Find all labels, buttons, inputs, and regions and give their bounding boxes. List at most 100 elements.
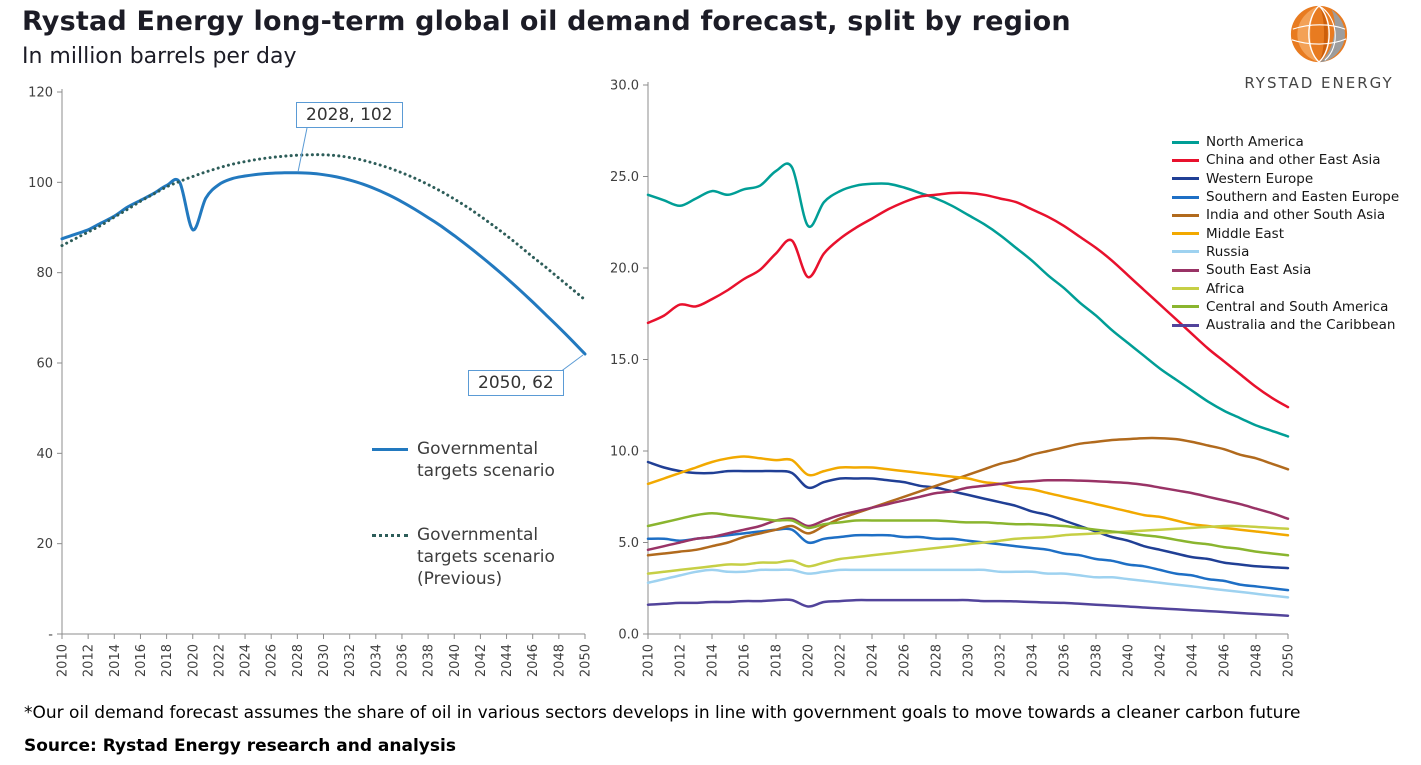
legend-swatch (1172, 177, 1199, 181)
legend-label: Governmental targets scenario (Previous) (417, 525, 555, 589)
legend-label: China and other East Asia (1206, 152, 1381, 169)
series-line-russia (646, 568, 1290, 599)
page-subtitle: In million barrels per day (22, 44, 297, 69)
legend-label: India and other South Asia (1206, 207, 1386, 224)
legend-swatch (1172, 323, 1199, 327)
series-line-governmental-targets-scenario-previous- (60, 153, 587, 302)
legend-label: Africa (1206, 280, 1245, 297)
x-tick-label: 2010 (642, 644, 657, 677)
y-tick-label: 0.0 (618, 628, 639, 643)
footnote: *Our oil demand forecast assumes the sha… (24, 703, 1301, 723)
x-tick-label: 2038 (422, 644, 437, 677)
x-tick-label: 2046 (1218, 644, 1233, 677)
legend-label: Australia and the Caribbean (1206, 317, 1396, 334)
y-tick-label: 20.0 (610, 262, 639, 277)
legend-item: India and other South Asia (1172, 206, 1399, 224)
annotation-2050-callout: 2050, 62 (468, 370, 564, 396)
source-line: Source: Rystad Energy research and analy… (24, 736, 456, 756)
x-tick-label: 2026 (265, 644, 280, 677)
series-line-china-and-other-east-asia (646, 191, 1290, 409)
series-line-africa (646, 524, 1290, 575)
y-tick-label: 10.0 (610, 445, 639, 460)
legend-item: Australia and the Caribbean (1172, 316, 1399, 334)
x-tick-label: 2022 (834, 644, 849, 677)
x-tick-label: 2020 (802, 644, 817, 677)
legend-item: Western Europe (1172, 170, 1399, 188)
legend-swatch (1172, 232, 1199, 236)
series-line-north-america (646, 162, 1290, 438)
x-tick-label: 2036 (1058, 644, 1073, 677)
x-tick-label: 2016 (134, 644, 149, 677)
series-line-australia-and-the-caribbean (646, 598, 1290, 617)
logo-text: RYSTAD ENERGY (1244, 74, 1394, 92)
x-tick-label: 2044 (500, 644, 515, 677)
x-tick-label: 2024 (866, 644, 881, 677)
x-tick-label: 2024 (239, 644, 254, 677)
x-tick-label: 2022 (212, 644, 227, 677)
rystad-logo: RYSTAD ENERGY (1231, 3, 1407, 92)
y-tick-label: 15.0 (610, 353, 639, 368)
callout-leader-line (297, 127, 308, 173)
x-tick-label: 2042 (1154, 644, 1169, 677)
x-tick-label: 2020 (186, 644, 201, 677)
y-tick-label: 40 (36, 447, 53, 462)
x-tick-label: 2012 (674, 644, 689, 677)
x-tick-label: 2036 (395, 644, 410, 677)
y-tick-label: 30.0 (610, 79, 639, 94)
y-tick-label: 80 (36, 266, 53, 281)
legend-item: Middle East (1172, 224, 1399, 242)
x-tick-label: 2040 (1122, 644, 1137, 677)
series-line-western-europe (646, 460, 1290, 570)
x-tick-label: 2048 (1250, 644, 1265, 677)
legend-label: Central and South America (1206, 298, 1389, 315)
legend-label: Western Europe (1206, 170, 1314, 187)
y-tick-label: 120 (28, 86, 53, 101)
series-line-south-east-asia (646, 478, 1290, 552)
x-tick-label: 2038 (1090, 644, 1105, 677)
x-tick-label: 2040 (448, 644, 463, 677)
legend-swatch (372, 448, 408, 451)
y-tick-label: 60 (36, 357, 53, 372)
legend-swatch (1172, 213, 1199, 217)
right-chart-legend: North America China and other East Asia We… (1172, 133, 1399, 334)
series-line-middle-east (646, 455, 1290, 537)
series-line-india-and-other-south-asia (646, 436, 1290, 557)
annotation-peak-callout: 2028, 102 (296, 102, 403, 128)
x-tick-label: 2014 (706, 644, 721, 677)
rystad-globe-icon (1290, 5, 1348, 63)
legend-swatch (1172, 268, 1199, 272)
x-tick-label: 2016 (738, 644, 753, 677)
legend-swatch (372, 534, 408, 537)
x-tick-label: 2042 (474, 644, 489, 677)
x-tick-label: 2028 (930, 644, 945, 677)
x-tick-label: 2012 (82, 644, 97, 677)
legend-label: South East Asia (1206, 262, 1312, 279)
x-tick-label: 2044 (1186, 644, 1201, 677)
legend-label: North America (1206, 134, 1304, 151)
regional-demand-chart: 0.0 5.0 10.0 15.0 20.0 25.0 30.0 2010 2012 2014 20… (610, 79, 1297, 678)
x-tick-label: 2010 (56, 644, 71, 677)
y-tick-label: 25.0 (610, 170, 639, 185)
x-tick-label: 2028 (291, 644, 306, 677)
x-tick-label: 2034 (1026, 644, 1041, 677)
legend-swatch (1172, 140, 1199, 144)
legend-label: Governmental targets scenario (417, 439, 555, 481)
y-tick-label: 5.0 (618, 536, 639, 551)
y-tick-label: - (48, 628, 53, 643)
x-tick-label: 2014 (108, 644, 123, 677)
legend-swatch (1172, 305, 1199, 309)
legend-label: Middle East (1206, 225, 1285, 242)
legend-swatch (1172, 195, 1199, 199)
x-tick-label: 2032 (343, 644, 358, 677)
legend-item: Southern and Easten Europe (1172, 188, 1399, 206)
legend-swatch (1172, 250, 1199, 254)
x-tick-label: 2050 (579, 644, 594, 677)
x-tick-label: 2030 (962, 644, 977, 677)
x-tick-label: 2032 (994, 644, 1009, 677)
legend-item: North America (1172, 133, 1399, 151)
x-tick-label: 2048 (552, 644, 567, 677)
x-tick-label: 2050 (1282, 644, 1297, 677)
legend-item: Governmental targets scenario (372, 438, 569, 482)
